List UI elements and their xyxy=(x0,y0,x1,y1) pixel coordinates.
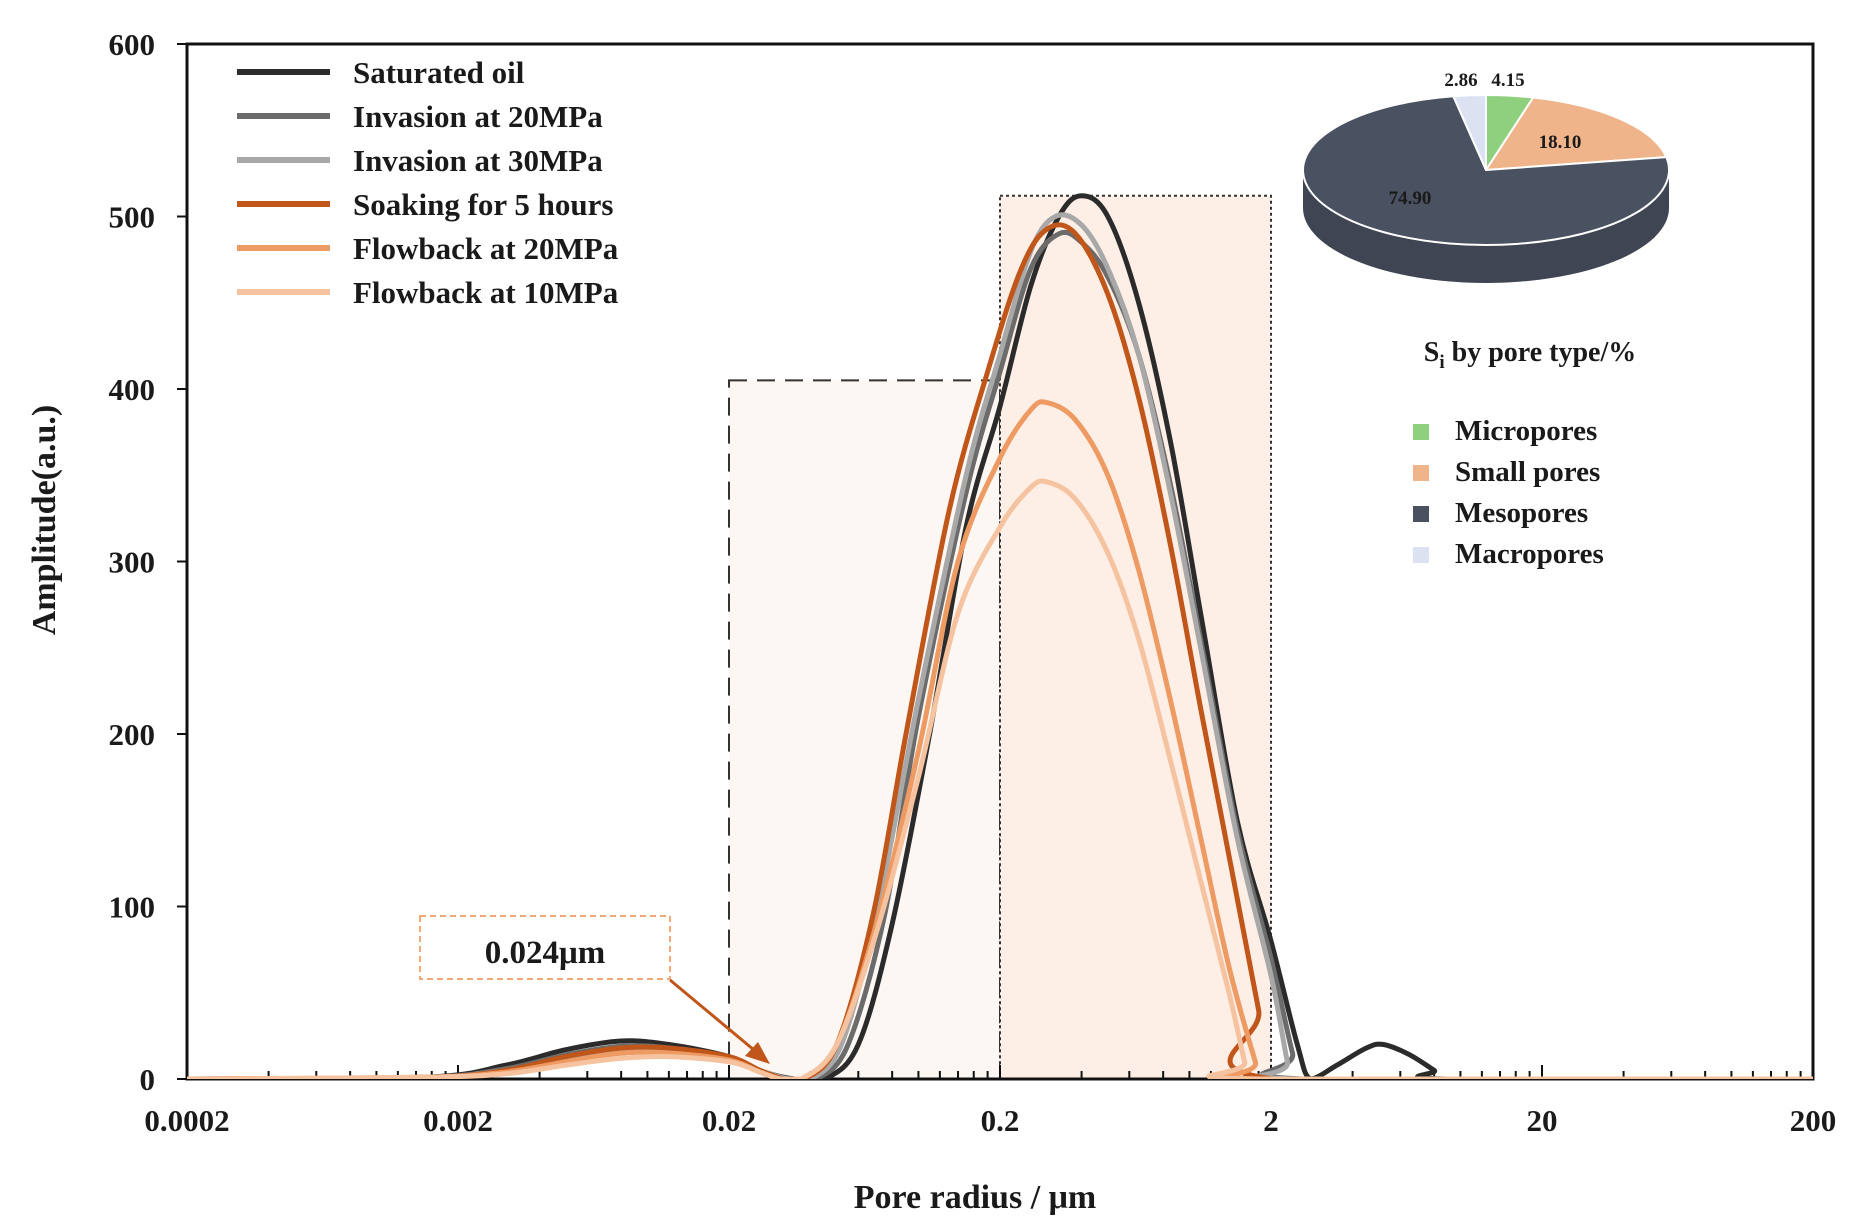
series-line-5 xyxy=(187,399,1813,1079)
annotation-box xyxy=(419,915,671,980)
pie-labels: 4.15 18.10 74.90 2.86 xyxy=(1389,70,1582,209)
pie-value-label: 74.90 xyxy=(1389,188,1432,209)
y-tick-label: 0 xyxy=(140,1062,156,1097)
pie-legend-swatch xyxy=(1413,424,1429,440)
series-layer xyxy=(187,193,1813,1079)
x-tick-label: 0.02 xyxy=(702,1103,756,1138)
y-axis-title: Amplitude(a.u.) xyxy=(26,405,63,635)
series-line-6 xyxy=(187,478,1813,1079)
x-tick-label: 2 xyxy=(1263,1103,1279,1138)
pie-legend-label: Mesopores xyxy=(1455,497,1588,529)
x-tick-label: 0.0002 xyxy=(144,1103,229,1138)
annotation-group: 0.024μm xyxy=(419,915,770,1064)
series-line-4 xyxy=(187,222,1813,1079)
x-tick-label: 0.002 xyxy=(423,1103,493,1138)
y-tick-label: 500 xyxy=(109,200,156,235)
annotation-arrowhead xyxy=(745,1042,770,1064)
y-tick-label: 600 xyxy=(109,27,156,62)
pie-legend-swatch xyxy=(1413,465,1429,481)
pie-title-rest: by pore type/% xyxy=(1445,337,1637,368)
legend-label: Invasion at 20MPa xyxy=(353,99,603,134)
pie-legend-swatch xyxy=(1413,506,1429,522)
pie-legend-label: Micropores xyxy=(1455,415,1597,447)
pie-legend-label: Macropores xyxy=(1455,538,1604,570)
x-axis-title: Pore radius / μm xyxy=(854,1179,1096,1216)
annotation-label: 0.024μm xyxy=(485,935,605,971)
pie-value-label: 2.86 xyxy=(1444,70,1477,91)
pie-title-subscript: i xyxy=(1439,352,1444,373)
y-tick-label: 400 xyxy=(109,372,156,407)
pie-slices xyxy=(1302,93,1671,283)
highlight-region-mesopores xyxy=(999,194,1272,1081)
x-tick-label: 0.2 xyxy=(981,1103,1020,1138)
y-tick-label: 200 xyxy=(109,717,156,752)
pie-title-main: S xyxy=(1424,337,1440,368)
pie-legend: Micropores Small pores Mesopores Macropores xyxy=(1413,415,1604,570)
pie-slice-macropores xyxy=(1451,93,1487,171)
pie-title: Si by pore type/% xyxy=(1424,337,1636,373)
legend-label: Saturated oil xyxy=(353,55,525,90)
pie-legend-swatch xyxy=(1413,547,1429,563)
pie-value-label: 18.10 xyxy=(1539,132,1582,153)
x-tick-label: 20 xyxy=(1527,1103,1558,1138)
legend-label: Soaking for 5 hours xyxy=(353,187,613,222)
annotation-arrow-line xyxy=(669,978,761,1057)
pie-slice-small-pores xyxy=(1484,96,1668,172)
y-tick-label: 300 xyxy=(109,545,156,580)
y-tick-label: 100 xyxy=(109,890,156,925)
pie-legend-label: Small pores xyxy=(1455,456,1600,488)
legend-label: Flowback at 10MPa xyxy=(353,275,619,310)
inset-pie-chart: 4.15 18.10 74.90 2.86 Si by pore type/% Mic… xyxy=(1302,70,1671,570)
x-tick-label: 200 xyxy=(1790,1103,1837,1138)
pie-value-label: 4.15 xyxy=(1491,70,1524,91)
legend-label: Invasion at 30MPa xyxy=(353,143,603,178)
axis-tick-labels: 0.0002 0.002 0.02 0.2 2 20 200 0 100 200 300 400 500… xyxy=(109,27,1837,1138)
pie-slice-mesopores xyxy=(1302,95,1671,246)
legend: Saturated oil Invasion at 20MPa Invasion a… xyxy=(237,55,619,310)
legend-label: Flowback at 20MPa xyxy=(353,231,619,266)
